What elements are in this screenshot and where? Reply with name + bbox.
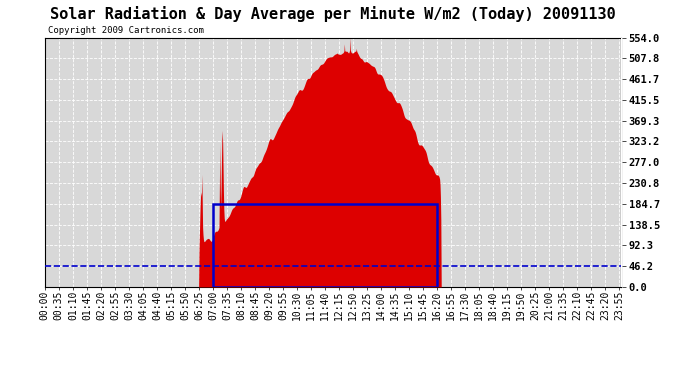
Text: Solar Radiation & Day Average per Minute W/m2 (Today) 20091130: Solar Radiation & Day Average per Minute… <box>50 6 615 22</box>
Bar <box>213 204 437 287</box>
Text: Copyright 2009 Cartronics.com: Copyright 2009 Cartronics.com <box>48 26 204 35</box>
